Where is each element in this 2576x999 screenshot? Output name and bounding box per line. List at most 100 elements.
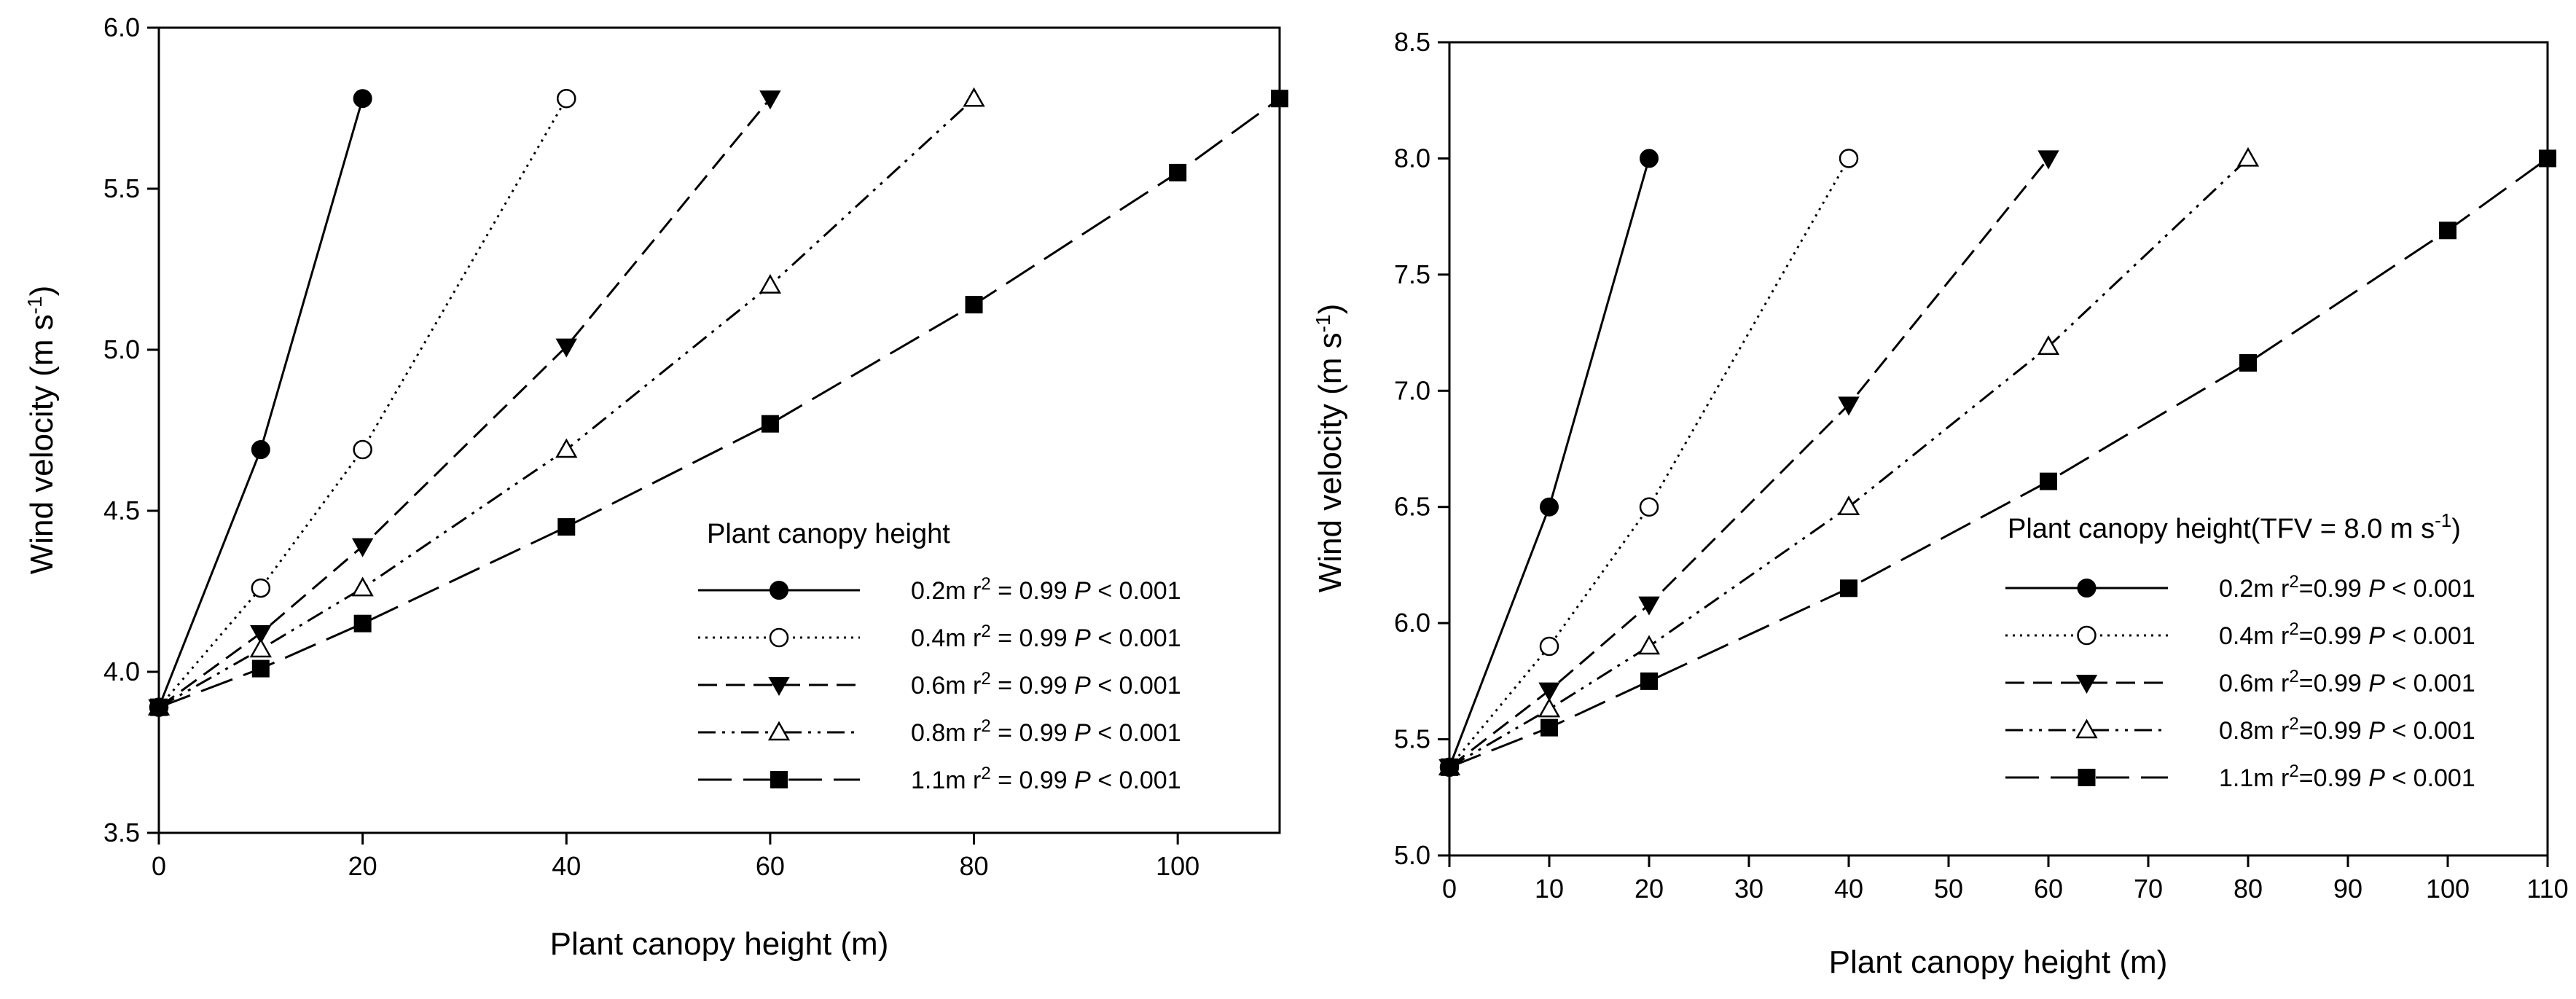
x-tick-label: 60 (2034, 874, 2063, 904)
x-tick-label: 20 (1635, 874, 1664, 904)
legend-marker (770, 771, 788, 788)
legend-entry: 1.1m r2=0.99 P < 0.001 (2005, 761, 2475, 792)
x-tick-label: 30 (1734, 874, 1763, 904)
data-point (250, 624, 272, 644)
data-point (965, 296, 983, 314)
x-tick-label: 10 (1535, 874, 1564, 904)
series-line (158, 98, 1280, 709)
x-tick-label: 50 (1934, 874, 1963, 904)
legend-marker (768, 677, 790, 697)
plot-frame (157, 26, 1281, 834)
data-point (1538, 697, 1561, 718)
y-tick-label: 6.5 (1394, 492, 1430, 522)
x-tick-label: 0 (1442, 874, 1457, 904)
series-1.1m (150, 90, 1288, 716)
series-0.6m (148, 90, 781, 718)
legend-entry: 1.1m r2 = 0.99 P < 0.001 (698, 764, 1181, 795)
legend-entry: 0.2m r2 = 0.99 P < 0.001 (698, 574, 1181, 605)
y-tick-label: 8.5 (1394, 27, 1430, 57)
data-point (251, 659, 270, 678)
data-point (963, 87, 985, 107)
legend-label: 0.6m r2=0.99 P < 0.001 (2219, 667, 2475, 698)
data-point (759, 90, 781, 110)
data-point (1441, 758, 1458, 776)
x-tick-label: 0 (152, 851, 166, 881)
legend-marker (2075, 718, 2098, 739)
data-point (1538, 682, 1560, 702)
x-tick-label: 100 (1156, 851, 1199, 881)
legend-label: 1.1m r2 = 0.99 P < 0.001 (911, 764, 1181, 795)
y-tick-label: 3.5 (103, 818, 140, 847)
data-point (1539, 636, 1559, 657)
data-point (557, 518, 576, 536)
data-point (761, 415, 779, 433)
data-point (353, 439, 372, 460)
legend-entry: 0.8m r2=0.99 P < 0.001 (2005, 714, 2475, 745)
data-point (2037, 150, 2059, 170)
legend-label: 0.4m r2 = 0.99 P < 0.001 (911, 622, 1181, 653)
x-tick-label: 40 (552, 851, 581, 881)
y-tick-label: 6.0 (1394, 608, 1430, 638)
legend-marker (2077, 579, 2097, 598)
data-point (251, 578, 271, 598)
legend-marker (2077, 625, 2097, 646)
series-0.6m (1438, 150, 2059, 778)
data-point (555, 438, 578, 458)
x-tick-label: 40 (1834, 874, 1863, 904)
data-point (2037, 335, 2060, 355)
legend-label: 0.8m r2 = 0.99 P < 0.001 (911, 716, 1181, 748)
data-point (1638, 596, 1660, 616)
x-tick-label: 110 (2526, 874, 2568, 904)
series-line (1448, 157, 1850, 768)
data-point (2040, 472, 2057, 490)
y-tick-label: 8.0 (1394, 143, 1430, 173)
data-point (1839, 149, 1859, 168)
series-line (157, 98, 364, 708)
data-point (150, 698, 168, 716)
x-tick-label: 70 (2134, 874, 2163, 904)
y-tick-label: 4.5 (103, 495, 140, 525)
x-tick-label: 80 (960, 851, 989, 881)
y-tick-label: 5.0 (1394, 840, 1430, 870)
data-point (353, 89, 372, 109)
series-line (158, 98, 975, 708)
x-tick-label: 100 (2426, 874, 2470, 904)
y-tick-label: 5.5 (1394, 724, 1430, 754)
data-point (353, 614, 372, 632)
data-point (351, 538, 374, 557)
x-axis-title: Plant canopy height (m) (550, 926, 889, 962)
data-point (1271, 90, 1288, 108)
legend-entry: 0.6m r2 = 0.99 P < 0.001 (698, 669, 1181, 700)
data-point (1838, 396, 1860, 416)
data-point (2439, 222, 2456, 240)
data-point (351, 576, 374, 597)
data-point (1640, 672, 1658, 690)
data-point (557, 88, 576, 109)
data-point (1540, 718, 1558, 737)
y-tick-label: 7.5 (1394, 259, 1430, 289)
legend-title: Plant canopy height(TFV = 8.0 m s-1) (2008, 509, 2461, 544)
legend-marker (769, 627, 789, 648)
x-axis-title: Plant canopy height (m) (1829, 944, 2168, 980)
y-axis-title: Wind velocity (m s-1) (23, 286, 60, 575)
data-point (1540, 497, 1559, 517)
y-tick-label: 5.0 (103, 334, 140, 364)
x-tick-label: 90 (2333, 874, 2362, 904)
series-line (1449, 157, 2050, 769)
chart-2: 0 10 20 30 40 50 60 70 80 90 100 110 5.0 5.5 6.0 6.5 7.0… (1312, 27, 2569, 980)
plot-frame (1448, 41, 2549, 857)
legend-entry: 0.8m r2 = 0.99 P < 0.001 (698, 716, 1181, 748)
legend-marker (2075, 675, 2098, 694)
legend-marker (770, 581, 788, 600)
data-point (1169, 163, 1187, 181)
legend-label: 0.2m r2=0.99 P < 0.001 (2219, 572, 2475, 603)
data-point (249, 638, 272, 658)
y-tick-label: 6.0 (103, 12, 140, 42)
x-tick-label: 60 (756, 851, 785, 881)
data-point (2539, 149, 2556, 168)
legend-entry: 0.2m r2=0.99 P < 0.001 (2005, 572, 2475, 603)
data-point (1640, 149, 1659, 168)
legend: Plant canopy height 0.2m r2 = 0.99 P < 0.… (698, 519, 1181, 794)
legend-label: 0.8m r2=0.99 P < 0.001 (2219, 714, 2475, 745)
